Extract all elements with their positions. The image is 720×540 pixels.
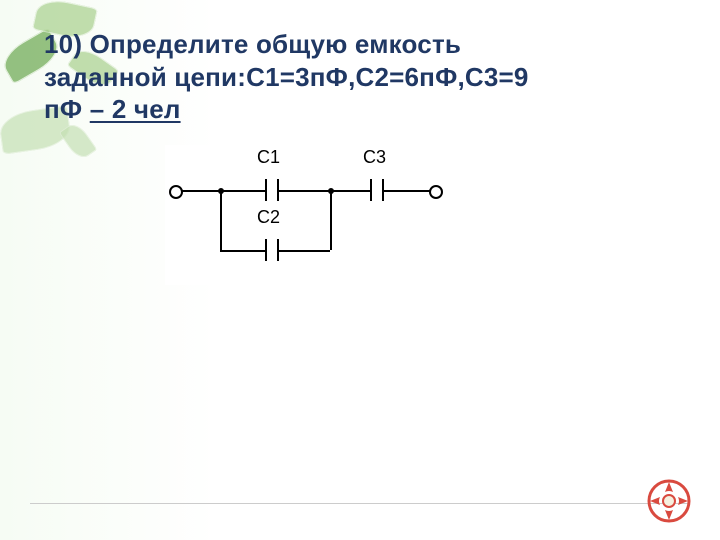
problem-line3-prefix: пФ [44, 94, 90, 124]
bottom-divider [30, 503, 690, 504]
problem-text: 10) Определите общую емкость заданной це… [44, 28, 696, 126]
node [218, 188, 224, 194]
problem-line1: Определите общую емкость [82, 29, 461, 59]
problem-number: 10) [44, 29, 82, 59]
capacitor [165, 145, 445, 285]
terminal [429, 185, 443, 199]
capacitor-label: С2 [257, 207, 280, 228]
node [328, 188, 334, 194]
logo-icon [644, 476, 694, 526]
problem-line2: заданной цепи:С1=3пФ,С2=6пФ,С3=9 [44, 62, 529, 92]
problem-line3-underlined: – 2 чел [90, 94, 181, 124]
terminal [169, 185, 183, 199]
circuit-diagram: С1С3С2 [165, 145, 445, 285]
slide: 10) Определите общую емкость заданной це… [0, 0, 720, 540]
